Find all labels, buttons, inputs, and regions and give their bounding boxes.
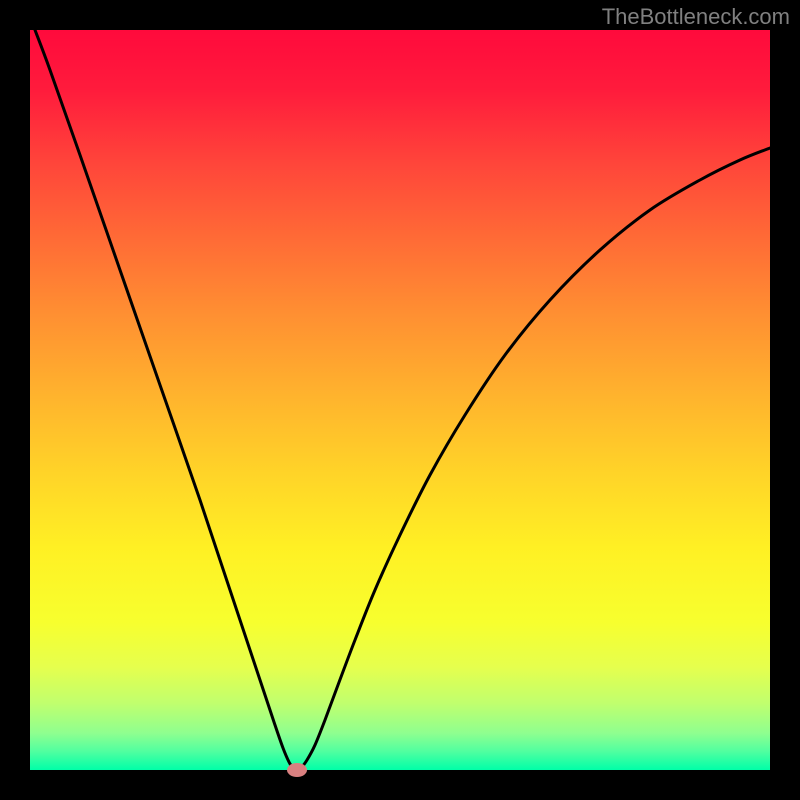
- chart-background: [30, 30, 770, 770]
- optimal-point-marker: [287, 763, 307, 777]
- watermark-text: TheBottleneck.com: [602, 4, 790, 30]
- bottleneck-chart: [0, 0, 800, 800]
- chart-frame: [0, 0, 800, 800]
